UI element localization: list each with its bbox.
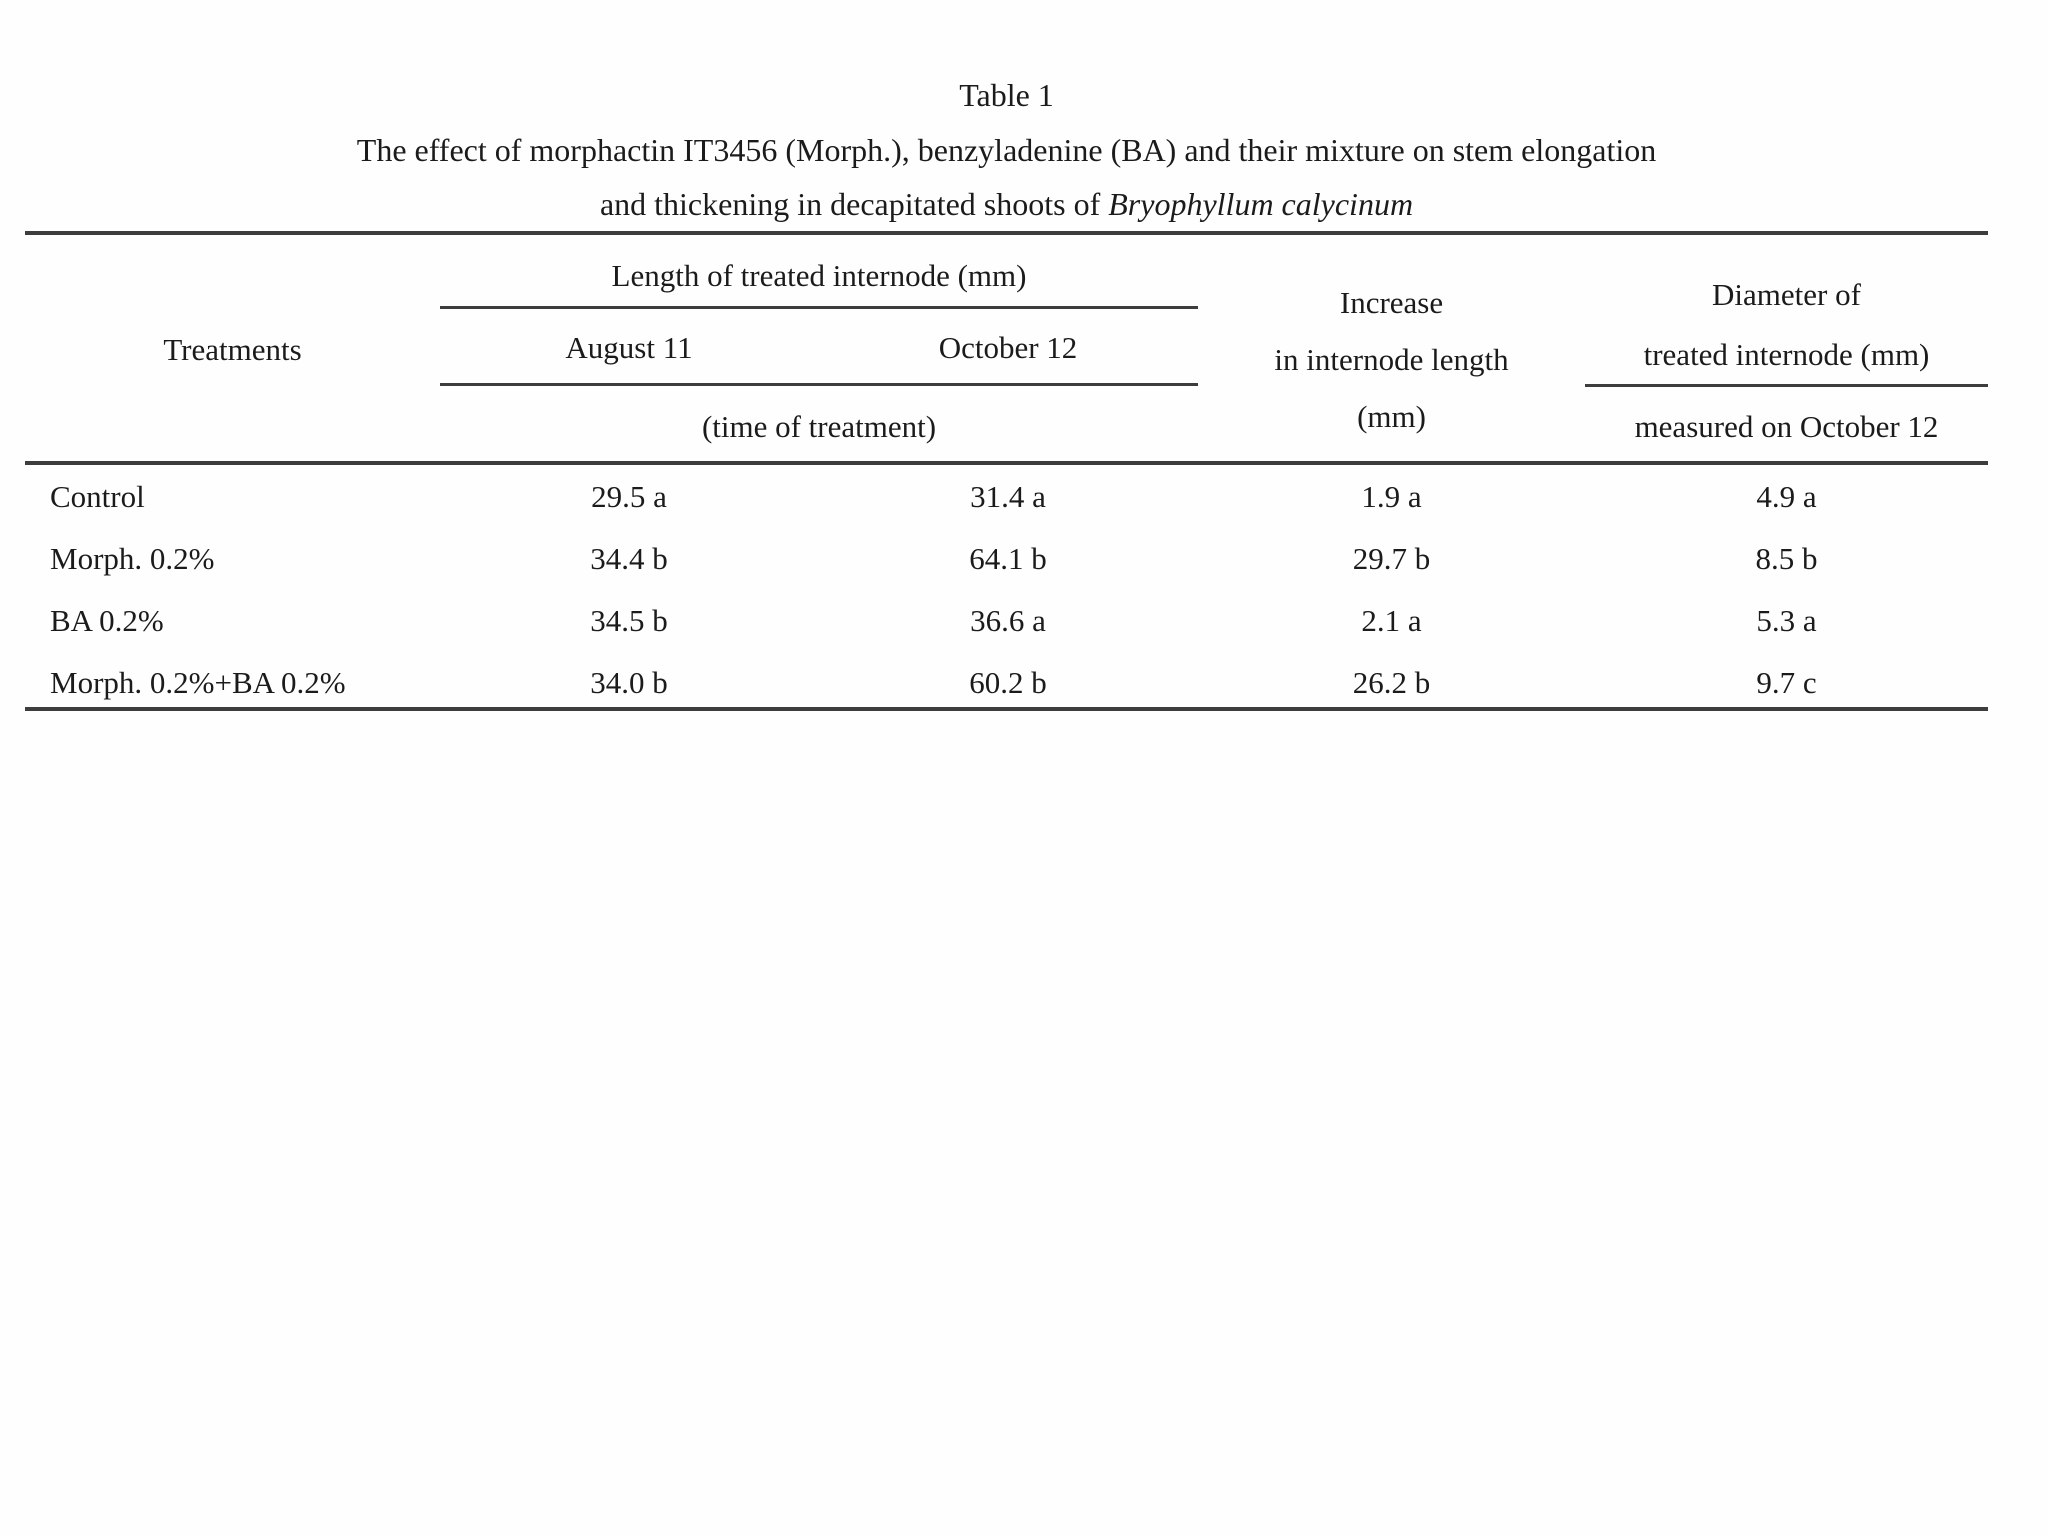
column-header-diameter: Diameter of treated internode (mm) xyxy=(1585,265,1988,385)
dates-underline-rule xyxy=(440,383,1198,386)
length-group-underline-rule xyxy=(440,306,1198,309)
cell-august-value: 34.0 b xyxy=(590,665,668,700)
table-caption-line2: and thickening in decapitated shoots of … xyxy=(25,184,1988,224)
cell-diameter-value: 4.9 a xyxy=(1756,479,1817,514)
table-top-rule xyxy=(25,231,1988,235)
cell-diameter-value: 5.3 a xyxy=(1756,603,1817,638)
cell-diameter-value: 9.7 c xyxy=(1756,665,1817,700)
increase-header-line3: (mm) xyxy=(1357,399,1426,434)
column-header-treatments: Treatments xyxy=(163,332,302,367)
cell-august-value: 34.5 b xyxy=(590,603,668,638)
cell-diameter-value: 8.5 b xyxy=(1755,541,1818,576)
row-treatment-label: Morph. 0.2%+BA 0.2% xyxy=(50,665,346,700)
cell-october-value: 31.4 a xyxy=(970,479,1046,514)
column-header-increase: Increase in internode length (mm) xyxy=(1198,274,1585,445)
row-treatment-label: BA 0.2% xyxy=(50,603,164,638)
caption-text: and thickening in decapitated shoots of xyxy=(599,186,1109,222)
header-bottom-rule xyxy=(25,461,1988,465)
cell-august-value: 34.4 b xyxy=(590,541,668,576)
header-time-of-treatment-note: (time of treatment) xyxy=(701,409,937,444)
cell-increase-value: 2.1 a xyxy=(1361,603,1422,638)
cell-october-value: 36.6 a xyxy=(970,603,1046,638)
diameter-header-line2: treated internode (mm) xyxy=(1643,337,1930,372)
cell-october-value: 60.2 b xyxy=(969,665,1047,700)
cell-october-value: 64.1 b xyxy=(969,541,1047,576)
caption-species-name: Bryophyllum calycinum xyxy=(1108,186,1414,222)
increase-header-line1: Increase xyxy=(1339,285,1444,320)
column-header-august-11: August 11 xyxy=(565,330,693,365)
table-caption-line1: The effect of morphactin IT3456 (Morph.)… xyxy=(356,132,1657,168)
cell-increase-value: 26.2 b xyxy=(1352,665,1431,700)
row-treatment-label: Control xyxy=(50,479,145,514)
column-header-october-12: October 12 xyxy=(938,330,1078,365)
table-number-label: Table 1 xyxy=(959,77,1054,113)
diameter-header-line1: Diameter of xyxy=(1712,277,1861,312)
column-group-header-length: Length of treated internode (mm) xyxy=(611,258,1027,293)
diameter-underline-rule xyxy=(1585,384,1988,387)
cell-increase-value: 1.9 a xyxy=(1361,479,1422,514)
cell-august-value: 29.5 a xyxy=(591,479,667,514)
cell-increase-value: 29.7 b xyxy=(1352,541,1431,576)
increase-header-line2: in internode length xyxy=(1274,342,1509,377)
row-treatment-label: Morph. 0.2% xyxy=(50,541,215,576)
table-bottom-rule xyxy=(25,707,1988,711)
header-measured-on-october-12-note: measured on October 12 xyxy=(1634,409,1939,444)
